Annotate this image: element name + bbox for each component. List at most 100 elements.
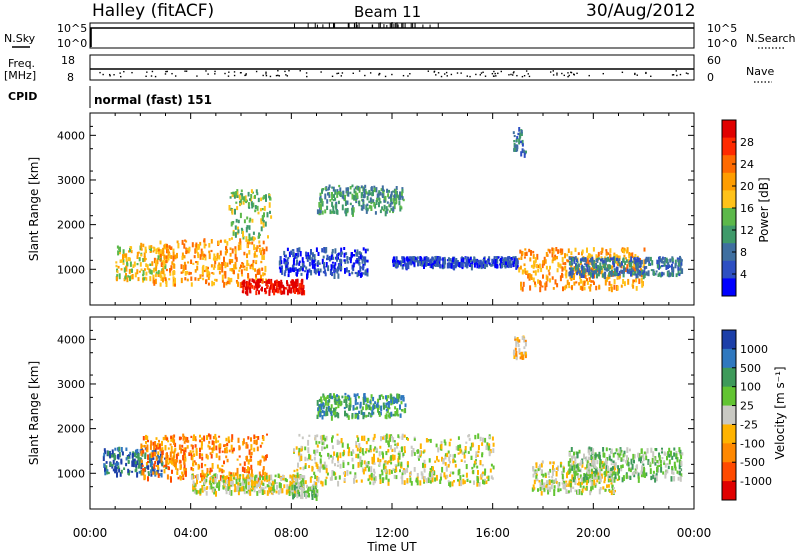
range-cell xyxy=(291,475,294,479)
range-cell xyxy=(640,457,642,464)
range-cell xyxy=(309,486,312,492)
range-cell xyxy=(273,289,276,296)
range-cell xyxy=(600,258,603,262)
range-cell xyxy=(242,200,245,205)
range-cell xyxy=(343,399,346,403)
range-cell xyxy=(603,476,606,481)
range-cell xyxy=(373,475,376,481)
range-cell xyxy=(205,266,208,272)
range-cell xyxy=(233,270,235,275)
range-cell xyxy=(159,272,162,278)
range-cell xyxy=(259,473,262,477)
nsearch-tick-bottom: 10^0 xyxy=(707,37,737,50)
range-cell xyxy=(602,273,604,278)
range-cell xyxy=(669,265,672,268)
range-cell xyxy=(484,437,487,443)
range-cell xyxy=(184,447,187,453)
range-cell xyxy=(585,456,588,462)
range-cell xyxy=(459,448,462,454)
range-cell xyxy=(382,436,384,440)
y-tick-label: 4000 xyxy=(57,129,85,142)
range-cell xyxy=(476,465,479,469)
range-cell xyxy=(590,481,593,488)
range-cell xyxy=(292,251,295,258)
range-cell xyxy=(194,462,197,466)
range-cell xyxy=(221,279,224,283)
range-cell xyxy=(446,262,449,269)
range-cell xyxy=(241,195,244,200)
range-cell xyxy=(381,185,384,191)
range-cell xyxy=(105,461,108,464)
range-cell xyxy=(301,262,304,268)
range-cell xyxy=(417,455,420,459)
range-cell xyxy=(159,240,162,245)
range-cell xyxy=(171,469,173,474)
range-cell xyxy=(439,264,442,269)
range-cell xyxy=(150,245,153,249)
range-cell xyxy=(263,456,266,462)
range-cell xyxy=(401,256,404,260)
range-cell xyxy=(455,258,458,262)
range-cell xyxy=(553,490,556,496)
range-cell xyxy=(247,273,250,279)
range-cell xyxy=(528,248,531,253)
range-cell xyxy=(293,267,295,273)
range-cell xyxy=(314,474,317,480)
range-cell xyxy=(134,272,137,278)
range-cell xyxy=(607,252,610,255)
range-cell xyxy=(326,444,329,449)
range-cell xyxy=(642,454,645,459)
range-cell xyxy=(390,411,393,417)
range-cell xyxy=(469,257,472,260)
nave-point xyxy=(352,72,354,75)
range-cell xyxy=(151,452,154,458)
range-cell xyxy=(428,259,431,265)
range-cell xyxy=(145,249,147,254)
range-cell xyxy=(359,254,362,260)
range-cell xyxy=(662,471,665,475)
range-cell xyxy=(239,474,241,480)
range-cell xyxy=(610,271,612,275)
range-cell xyxy=(221,267,224,273)
range-cell xyxy=(195,242,198,248)
range-cell xyxy=(333,451,336,456)
range-cell xyxy=(552,247,555,254)
range-cell xyxy=(395,256,398,260)
range-cell xyxy=(172,277,175,283)
nave-point xyxy=(645,71,647,74)
range-cell xyxy=(169,443,172,446)
range-cell xyxy=(278,260,281,266)
range-cell xyxy=(393,262,396,265)
range-cell xyxy=(319,466,321,473)
range-cell xyxy=(159,258,162,262)
range-cell xyxy=(246,259,249,263)
range-cell xyxy=(530,277,533,280)
range-cell xyxy=(380,394,383,397)
range-cell xyxy=(327,265,330,272)
range-cell xyxy=(354,186,357,190)
range-cell xyxy=(491,436,494,441)
range-cell xyxy=(453,264,456,271)
range-cell xyxy=(245,456,248,461)
range-cell xyxy=(604,273,607,280)
range-cell xyxy=(544,259,547,264)
range-cell xyxy=(554,479,557,482)
range-cell xyxy=(339,193,342,197)
range-cell xyxy=(312,487,315,490)
range-cell xyxy=(542,473,545,478)
range-cell xyxy=(253,434,256,439)
range-cell xyxy=(532,484,535,489)
range-cell xyxy=(647,270,650,277)
range-cell xyxy=(401,264,404,270)
range-cell xyxy=(571,465,574,471)
range-cell xyxy=(561,273,564,278)
range-cell xyxy=(293,448,296,452)
range-cell xyxy=(524,252,527,256)
range-cell xyxy=(310,459,313,461)
range-cell xyxy=(262,222,265,228)
range-cell xyxy=(400,260,402,264)
range-cell xyxy=(324,247,327,254)
range-cell xyxy=(387,193,390,198)
range-cell xyxy=(361,205,364,211)
range-cell xyxy=(645,266,648,269)
